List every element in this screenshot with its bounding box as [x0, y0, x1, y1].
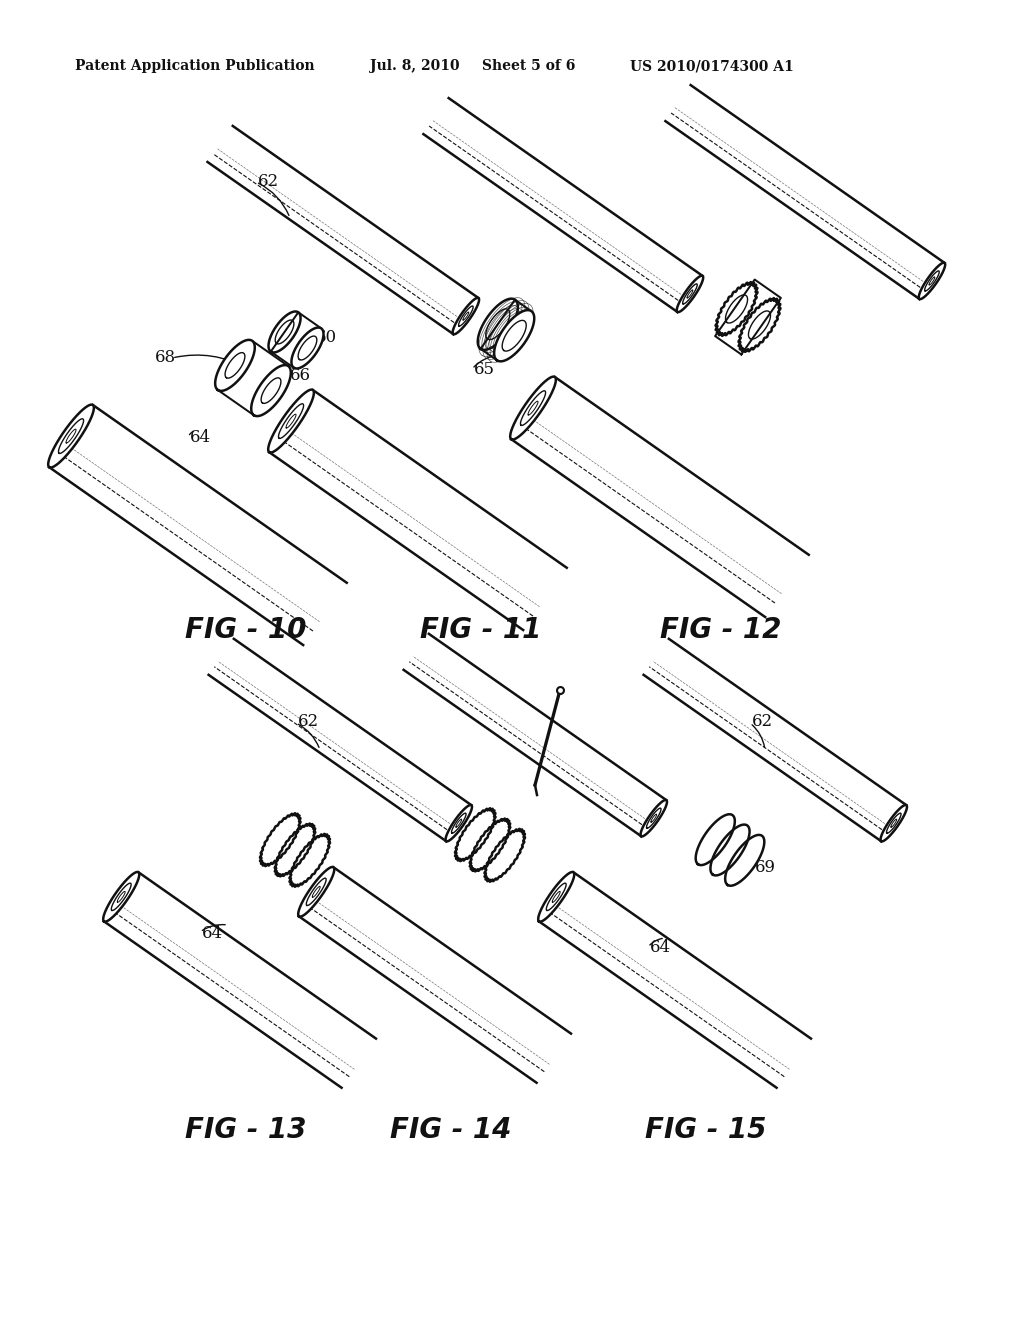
- Polygon shape: [919, 263, 945, 300]
- Polygon shape: [677, 276, 703, 312]
- Polygon shape: [292, 327, 324, 368]
- Polygon shape: [453, 298, 479, 334]
- Polygon shape: [452, 805, 528, 886]
- Polygon shape: [49, 405, 347, 645]
- Polygon shape: [495, 310, 535, 362]
- Polygon shape: [641, 800, 667, 837]
- Polygon shape: [511, 378, 809, 616]
- Polygon shape: [470, 818, 510, 871]
- Polygon shape: [104, 873, 376, 1088]
- Text: US 2010/0174300 A1: US 2010/0174300 A1: [630, 59, 794, 73]
- Polygon shape: [218, 341, 288, 416]
- Text: FIG - 10: FIG - 10: [185, 616, 306, 644]
- Polygon shape: [716, 282, 758, 335]
- Text: 68: 68: [292, 850, 313, 866]
- Polygon shape: [260, 813, 301, 866]
- Polygon shape: [539, 873, 574, 921]
- Polygon shape: [666, 84, 944, 298]
- Polygon shape: [539, 873, 811, 1088]
- Text: Patent Application Publication: Patent Application Publication: [75, 59, 314, 73]
- Text: 64: 64: [202, 924, 223, 941]
- Polygon shape: [711, 825, 750, 875]
- Polygon shape: [256, 809, 334, 890]
- Polygon shape: [691, 809, 769, 890]
- Polygon shape: [270, 313, 322, 368]
- Text: 68: 68: [155, 350, 176, 367]
- Text: 65: 65: [474, 362, 495, 379]
- Text: 66: 66: [290, 367, 311, 384]
- Polygon shape: [274, 824, 315, 876]
- Polygon shape: [695, 814, 735, 865]
- Text: 69: 69: [755, 859, 776, 876]
- Text: FIG - 12: FIG - 12: [660, 616, 781, 644]
- Polygon shape: [251, 366, 291, 416]
- Polygon shape: [269, 389, 566, 630]
- Text: FIG - 13: FIG - 13: [185, 1115, 306, 1144]
- Polygon shape: [644, 639, 906, 841]
- Text: 64: 64: [650, 940, 671, 957]
- Text: 60: 60: [316, 330, 337, 346]
- Polygon shape: [299, 867, 571, 1082]
- Polygon shape: [478, 298, 518, 350]
- Text: Sheet 5 of 6: Sheet 5 of 6: [482, 59, 575, 73]
- Text: 62: 62: [298, 714, 319, 730]
- Text: 64: 64: [190, 429, 211, 446]
- Text: 67: 67: [730, 337, 752, 354]
- Polygon shape: [715, 280, 781, 355]
- Polygon shape: [208, 125, 478, 334]
- Text: 62: 62: [258, 173, 280, 190]
- Polygon shape: [290, 834, 330, 887]
- Polygon shape: [484, 829, 525, 882]
- Polygon shape: [510, 376, 556, 440]
- Polygon shape: [268, 389, 314, 453]
- Polygon shape: [738, 298, 780, 352]
- Polygon shape: [48, 405, 94, 467]
- Polygon shape: [298, 867, 334, 916]
- Polygon shape: [725, 834, 764, 886]
- Text: FIG - 11: FIG - 11: [420, 616, 542, 644]
- Text: 62: 62: [752, 714, 773, 730]
- Polygon shape: [209, 639, 471, 841]
- Polygon shape: [103, 873, 139, 921]
- Polygon shape: [480, 300, 531, 360]
- Polygon shape: [445, 805, 472, 841]
- Polygon shape: [455, 808, 496, 861]
- Polygon shape: [215, 339, 255, 391]
- Polygon shape: [403, 634, 667, 836]
- Polygon shape: [881, 805, 907, 841]
- Polygon shape: [423, 98, 702, 312]
- Text: Jul. 8, 2010: Jul. 8, 2010: [370, 59, 460, 73]
- Text: FIG - 15: FIG - 15: [645, 1115, 766, 1144]
- Polygon shape: [268, 312, 301, 352]
- Text: FIG - 14: FIG - 14: [390, 1115, 511, 1144]
